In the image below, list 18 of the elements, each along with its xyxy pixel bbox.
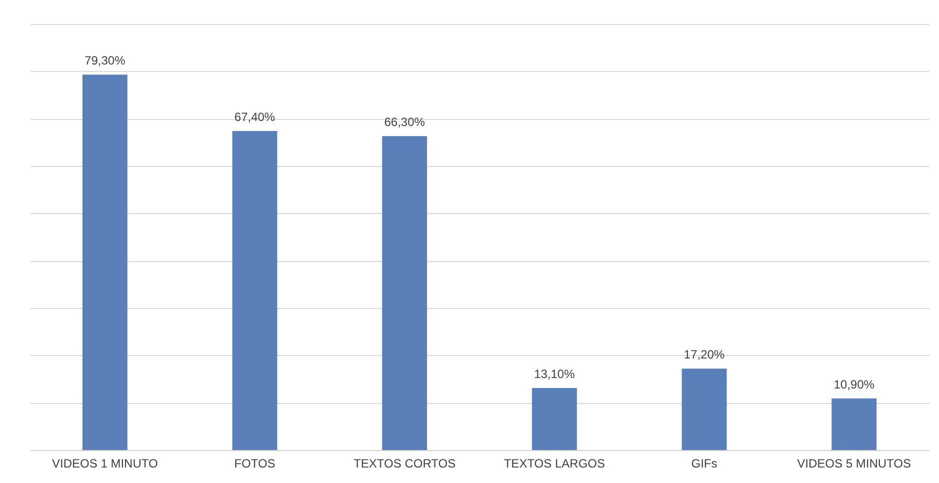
x-tick-label: VIDEOS 5 MINUTOS <box>797 456 911 470</box>
bar <box>532 388 577 450</box>
x-tick-label: GIFs <box>691 456 718 470</box>
x-tick-label: TEXTOS CORTOS <box>354 456 456 470</box>
bar <box>682 368 727 450</box>
x-tick-label: FOTOS <box>234 456 276 470</box>
bar <box>82 74 128 450</box>
data-label: 10,90% <box>834 377 875 392</box>
data-label: 66,30% <box>384 115 426 130</box>
bar <box>382 136 428 450</box>
x-tick-label: TEXTOS LARGOS <box>504 456 605 470</box>
bar <box>232 130 278 450</box>
data-label: 13,10% <box>534 366 576 381</box>
data-label: 17,20% <box>684 348 725 362</box>
data-label: 79,30% <box>84 54 126 68</box>
bar <box>832 398 877 450</box>
x-tick-label: VIDEOS 1 MINUTO <box>52 456 158 470</box>
data-label: 67,40% <box>234 110 276 124</box>
